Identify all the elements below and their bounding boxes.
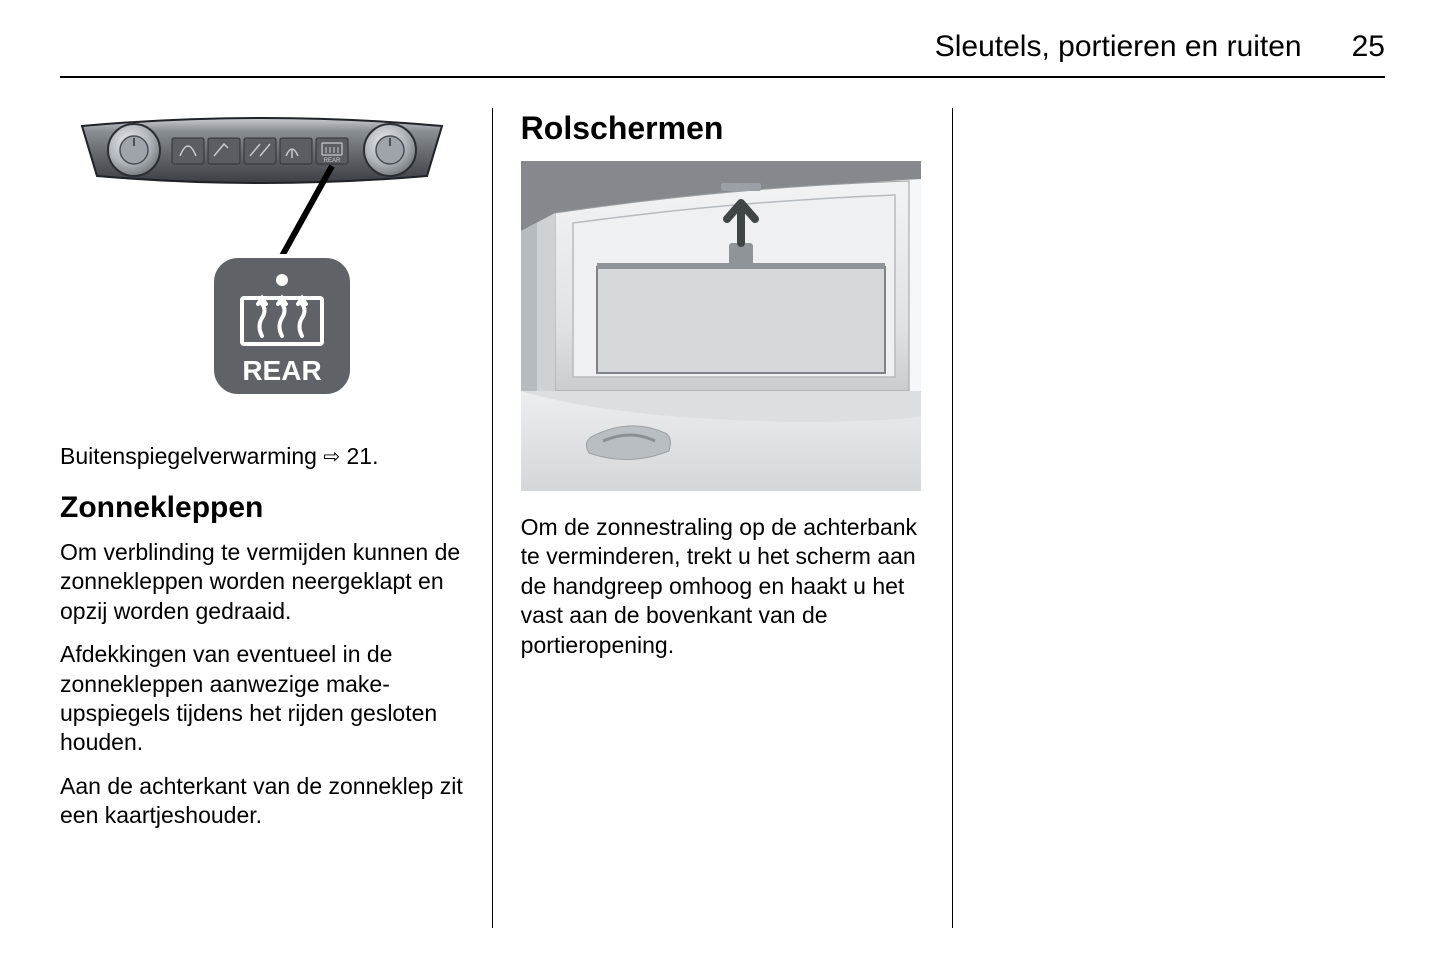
header-page-number: 25 xyxy=(1352,30,1385,64)
rolschermen-paragraph-1: Om de zonnestraling op de achter­bank te… xyxy=(521,513,925,660)
rear-blind-illustration xyxy=(521,161,921,491)
column-3 xyxy=(953,108,1385,928)
mirror-heating-page-ref: 21. xyxy=(347,443,379,469)
zonnekleppen-paragraph-2: Afdekkingen van eventueel in de zonnekle… xyxy=(60,640,464,758)
climate-buttons: REAR xyxy=(172,138,348,164)
figure-rear-blind xyxy=(521,161,925,491)
climate-panel-illustration: REAR xyxy=(72,108,452,418)
column-1: REAR xyxy=(60,108,492,928)
zonnekleppen-heading: Zonnekleppen xyxy=(60,489,464,527)
zonnekleppen-paragraph-3: Aan de achterkant van de zonneklep zit e… xyxy=(60,772,464,831)
mirror-heating-paragraph: Buitenspiegelverwarming ⇨ 21. xyxy=(60,442,464,471)
figure-climate-panel: REAR xyxy=(60,108,464,418)
zonnekleppen-paragraph-1: Om verblinding te vermijden kunnen de zo… xyxy=(60,538,464,626)
page-header: Sleutels, portieren en ruiten 25 xyxy=(60,30,1385,78)
rear-label: REAR xyxy=(242,355,321,386)
content-columns: REAR xyxy=(60,108,1385,928)
column-2: Rolschermen xyxy=(492,108,954,928)
rolschermen-heading: Rolschermen xyxy=(521,108,925,149)
svg-text:REAR: REAR xyxy=(323,158,340,164)
mirror-heating-text: Buitenspiegelverwarming xyxy=(60,443,317,469)
rear-defrost-callout: REAR xyxy=(212,256,352,396)
manual-page: Sleutels, portieren en ruiten 25 xyxy=(0,0,1445,965)
header-section-title: Sleutels, portieren en ruiten xyxy=(935,30,1302,64)
crossref-arrow-icon: ⇨ xyxy=(323,445,340,471)
